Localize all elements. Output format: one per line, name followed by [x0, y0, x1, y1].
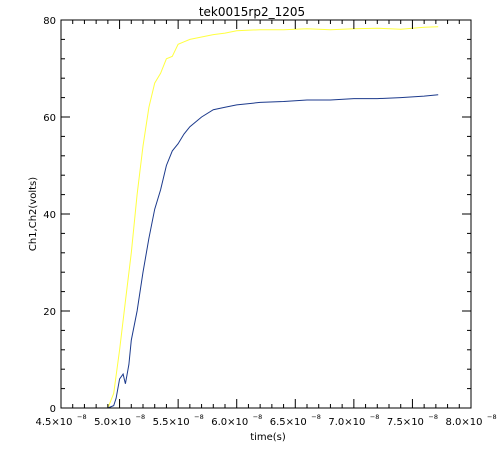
x-tick-exponent: −8: [194, 413, 204, 421]
x-tick-mantissa: 5.5×10: [153, 417, 190, 428]
x-tick-label-4: 6.5×10 −8: [270, 413, 321, 428]
x-tick-exponent: −8: [370, 413, 380, 421]
x-tick-label-0: 4.5×10 −8: [35, 413, 86, 428]
y-tick-label-4: 80: [43, 16, 56, 27]
series-line-1: [107, 26, 439, 409]
series-group: [107, 26, 439, 409]
x-tick-mantissa: 5.0×10: [94, 417, 131, 428]
x-tick-exponent: −8: [136, 413, 146, 421]
x-axis-title: time(s): [250, 432, 286, 443]
x-tick-label-6: 7.5×10 −8: [387, 413, 438, 428]
x-tick-mantissa: 8.0×10: [445, 417, 482, 428]
x-tick-exponent: −8: [311, 413, 321, 421]
x-tick-mantissa: 4.5×10: [35, 417, 72, 428]
y-tick-label-3: 60: [43, 113, 56, 124]
x-tick-label-7: 8.0×10 −8: [445, 413, 496, 428]
chart-title: tek0015rp2_1205: [199, 5, 305, 19]
x-tick-mantissa: 7.5×10: [387, 417, 424, 428]
x-tick-label-3: 6.0×10 −8: [211, 413, 262, 428]
x-tick-mantissa: 6.0×10: [211, 417, 248, 428]
y-tick-labels: 0 20 40 60 80: [43, 16, 56, 415]
ticks-group: [60, 19, 472, 409]
series-line-2: [107, 94, 439, 409]
x-tick-label-2: 5.5×10 −8: [153, 413, 204, 428]
y-tick-label-1: 20: [43, 307, 56, 318]
x-tick-label-5: 7.0×10 −8: [328, 413, 379, 428]
x-tick-labels: 4.5×10 −8 5.0×10 −8 5.5×10 −8 6.0×10 −8 6.5×10 −8…: [35, 413, 496, 428]
x-tick-exponent: −8: [253, 413, 263, 421]
x-tick-mantissa: 6.5×10: [270, 417, 307, 428]
x-tick-label-1: 5.0×10 −8: [94, 413, 145, 428]
x-tick-exponent: −8: [428, 413, 438, 421]
x-tick-exponent: −8: [487, 413, 497, 421]
x-tick-exponent: −8: [77, 413, 87, 421]
y-tick-label-0: 0: [50, 404, 56, 415]
y-axis-title: Ch1,Ch2(volts): [28, 177, 39, 251]
y-tick-label-2: 40: [43, 210, 56, 221]
x-tick-mantissa: 7.0×10: [328, 417, 365, 428]
